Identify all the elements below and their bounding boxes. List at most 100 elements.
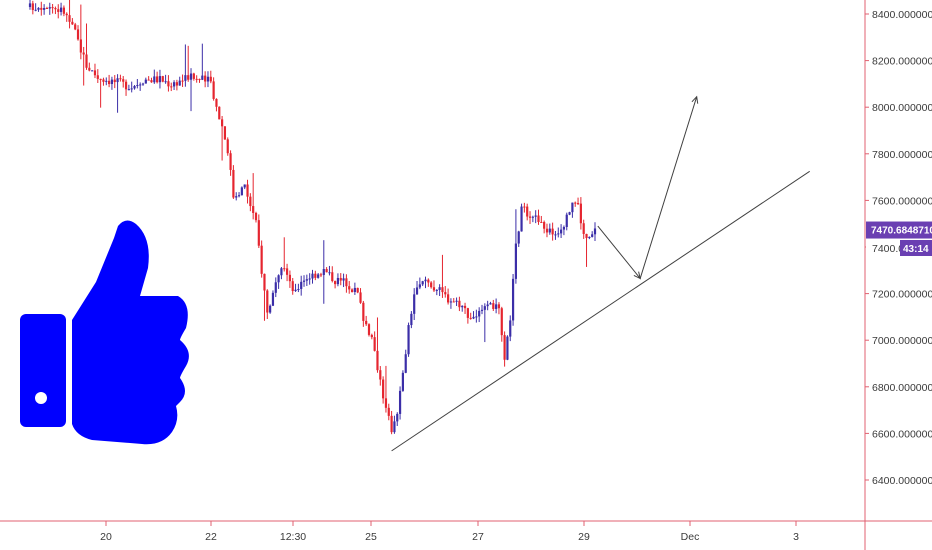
candle-body — [274, 282, 277, 293]
x-tick-label: Dec — [681, 531, 700, 543]
candle-body — [74, 24, 77, 30]
drawing-annotations — [391, 95, 810, 452]
candle-body — [260, 245, 263, 274]
candle-body — [257, 220, 260, 246]
candle-body — [370, 334, 373, 338]
candle-body — [514, 243, 517, 279]
price-axis[interactable]: 8400.00000000 8200.00000000 8000.00000000 7… — [865, 9, 932, 487]
candle-body — [396, 413, 399, 422]
candle-body — [175, 82, 178, 86]
candle-body — [427, 279, 430, 283]
candle-body — [322, 269, 325, 276]
candle-body — [528, 216, 532, 218]
candle-body — [311, 273, 314, 279]
candle-body — [189, 73, 193, 80]
candle-body — [367, 324, 371, 335]
candle-body — [283, 268, 286, 270]
y-tick-label: 8200.00000000 — [872, 56, 932, 68]
candle-body — [122, 79, 125, 82]
candle-body — [500, 308, 503, 336]
candle-body — [534, 215, 537, 217]
candle-body — [82, 52, 85, 55]
candle-body — [302, 280, 306, 282]
candle-body — [192, 73, 195, 79]
candle-body — [432, 287, 436, 291]
candle-body — [359, 292, 362, 303]
candle-body — [489, 303, 492, 305]
candle-body — [353, 287, 356, 293]
candle-body — [362, 302, 365, 321]
candle-body — [376, 350, 379, 371]
candle-body — [334, 281, 337, 285]
candle-body — [113, 79, 116, 83]
candle-body — [269, 305, 272, 313]
candle-body — [280, 268, 283, 276]
candle-body — [164, 81, 167, 83]
candle-body — [551, 228, 554, 235]
candle-body — [497, 304, 501, 309]
candle-body — [571, 202, 574, 213]
candle-body — [430, 282, 433, 288]
candle-body — [591, 234, 594, 237]
candle-body — [167, 81, 170, 87]
candle-body — [308, 278, 311, 280]
candle-body — [37, 7, 40, 10]
candle-body — [342, 278, 345, 281]
candle-body — [76, 29, 80, 40]
candle-body — [31, 3, 34, 10]
candle-body — [314, 273, 317, 278]
candle-body — [45, 7, 49, 9]
candle-body — [483, 306, 486, 310]
candle-body — [223, 126, 227, 140]
candle-body — [348, 286, 351, 290]
last-price-badge: 7470.68487104 — [866, 221, 932, 239]
candle-body — [472, 316, 475, 319]
candle-body — [576, 203, 580, 205]
candle-body — [48, 7, 51, 9]
candle-body — [328, 272, 331, 274]
candle-body — [365, 320, 368, 325]
candle-body — [229, 153, 232, 170]
candle-body — [147, 79, 150, 81]
candle-body — [85, 54, 88, 68]
candle-body — [350, 289, 354, 293]
candle-body — [170, 86, 173, 88]
candle-body — [158, 76, 162, 83]
candle-body — [141, 83, 145, 85]
candle-body — [235, 196, 238, 198]
candle-body — [99, 78, 102, 80]
candle-body — [418, 284, 421, 288]
candle-body — [404, 354, 407, 373]
time-axis[interactable]: 20 22 12:30 25 27 29 Dec 3 — [100, 521, 799, 543]
candle-body — [156, 76, 159, 83]
candle-body — [466, 308, 469, 318]
candle-body — [150, 80, 153, 83]
candle-body — [246, 184, 249, 197]
candle-body — [387, 407, 390, 416]
projection-path[interactable] — [597, 96, 698, 280]
candle-body — [593, 228, 597, 235]
candle-body — [204, 75, 207, 82]
y-tick-label: 6800.00000000 — [872, 382, 932, 394]
candle-body — [130, 88, 133, 90]
candle-body — [319, 274, 323, 276]
candle-body — [93, 70, 97, 76]
candle-body — [201, 75, 204, 80]
y-tick-label: 7000.00000000 — [872, 335, 932, 347]
support-trendline[interactable] — [391, 170, 810, 452]
candle-body — [478, 310, 481, 317]
projection-arrowhead-down — [633, 271, 641, 280]
y-tick-label: 6600.00000000 — [872, 428, 932, 440]
candle-body — [523, 206, 526, 208]
candle-body — [206, 76, 210, 82]
candle-body — [127, 89, 130, 91]
candle-body — [226, 139, 229, 154]
candle-body — [410, 313, 413, 326]
candle-body — [181, 80, 184, 82]
candle-body — [579, 203, 582, 224]
candle-body — [263, 273, 266, 291]
candle-body — [379, 370, 382, 380]
candle-body — [91, 70, 94, 72]
candle-body — [565, 214, 568, 228]
